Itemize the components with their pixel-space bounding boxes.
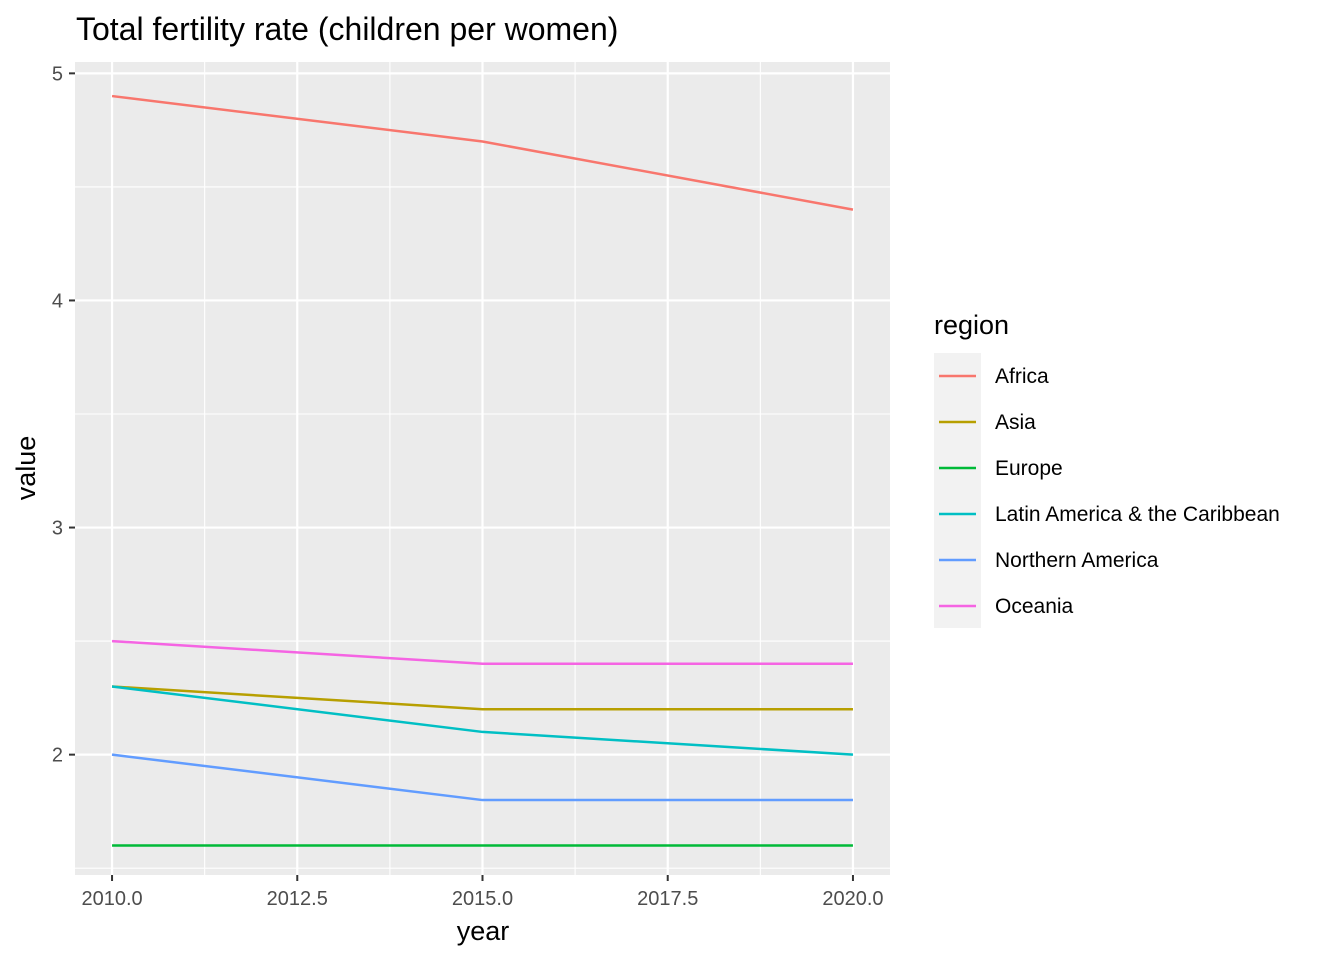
legend-label-africa: Africa xyxy=(995,365,1049,388)
x-axis-tick-labels: 2010.0 2012.5 2015.0 2017.5 2020.0 xyxy=(81,888,883,910)
legend-key-background xyxy=(934,353,981,628)
x-tick-label: 2015.0 xyxy=(452,888,513,910)
axis-ticks xyxy=(69,72,854,881)
major-gridlines xyxy=(75,62,890,875)
series-line-northern-america xyxy=(111,753,853,802)
y-tick-label: 4 xyxy=(52,290,63,312)
legend-label-europe: Europe xyxy=(995,457,1063,480)
x-tick-label: 2017.5 xyxy=(637,888,698,910)
x-axis-title: year xyxy=(457,916,510,946)
legend-label-oceania: Oceania xyxy=(995,595,1074,618)
legend-label-latin-america-the-caribbean: Latin America & the Caribbean xyxy=(995,503,1280,526)
legend-label-northern-america: Northern America xyxy=(995,549,1159,572)
chart-title: Total fertility rate (children per women… xyxy=(76,11,618,47)
x-tick-label: 2012.5 xyxy=(267,888,328,910)
series-line-latin-america-the-caribbean xyxy=(111,685,854,756)
x-tick-label: 2020.0 xyxy=(822,888,883,910)
x-tick-label: 2010.0 xyxy=(81,888,142,910)
legend-title: region xyxy=(934,310,1009,340)
y-axis-tick-labels: 2 3 4 5 xyxy=(52,63,63,766)
series-line-africa xyxy=(111,94,854,211)
y-axis-title: value xyxy=(11,436,41,501)
series-line-oceania xyxy=(111,639,853,666)
y-tick-label: 3 xyxy=(52,518,63,540)
legend: Africa Asia Europe Latin America & the Cari… xyxy=(939,365,1280,618)
legend-label-asia: Asia xyxy=(995,411,1036,434)
series-line-asia xyxy=(111,685,853,711)
series-lines xyxy=(111,94,854,847)
y-tick-label: 5 xyxy=(52,63,63,85)
y-tick-label: 2 xyxy=(52,745,63,767)
